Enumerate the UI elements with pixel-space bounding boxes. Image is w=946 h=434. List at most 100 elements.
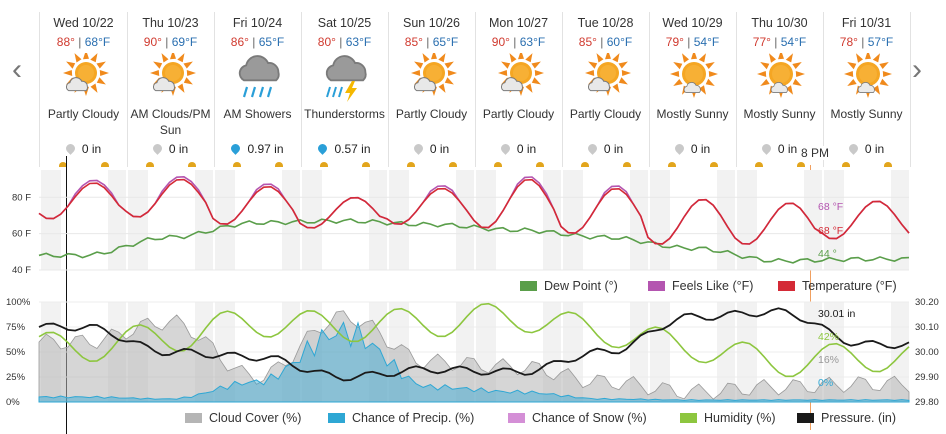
sunrise-icon xyxy=(581,162,589,167)
day-column[interactable]: Thu 10/23 90° | 69°F AM Clouds/PM Sun 0 … xyxy=(127,12,215,167)
high-temp: 80° xyxy=(317,35,336,49)
night-band xyxy=(563,170,583,270)
day-column[interactable]: Mon 10/27 90° | 63°F Partly Cloudy 0 in xyxy=(475,12,563,167)
day-column[interactable]: Tue 10/28 85° | 60°F Partly Cloudy 0 in xyxy=(562,12,650,167)
high-temp: 79° xyxy=(665,35,684,49)
day-date: Thu 10/30 xyxy=(751,16,808,30)
day-date: Thu 10/23 xyxy=(142,16,199,30)
sunset-icon xyxy=(101,162,109,167)
dew-point-line xyxy=(38,218,910,264)
legend-label: Pressure. (in) xyxy=(821,411,897,425)
day-condition: AM Clouds/PM Sun xyxy=(130,107,211,137)
legend-item[interactable]: Cloud Cover (%) xyxy=(185,411,301,425)
night-band xyxy=(389,170,409,270)
sunrise-sunset-markers xyxy=(40,162,127,168)
day-column[interactable]: Wed 10/22 88° | 68°F Partly Cloudy 0 in xyxy=(40,12,128,167)
precip-amount: 0 in xyxy=(777,142,798,156)
percent-tick: 50% xyxy=(6,347,26,358)
legend-item[interactable]: Humidity (%) xyxy=(680,411,776,425)
conditions-chart[interactable]: 100% 30.20 75% 30.10 50% 30.00 25% 29.90 0% 29.80… xyxy=(0,290,946,434)
sunset-icon xyxy=(884,162,892,167)
temp-y-tick: 40 F xyxy=(12,265,31,276)
pressure-tick: 29.80 xyxy=(915,397,939,408)
temp-y-tick: 60 F xyxy=(12,229,31,240)
low-temp: 57°F xyxy=(867,35,894,49)
percent-tick: 0% xyxy=(6,397,20,408)
day-temps: 88° | 68°F xyxy=(56,35,111,49)
legend-item[interactable]: Pressure. (in) xyxy=(797,411,896,425)
high-temp: 90° xyxy=(143,35,162,49)
day-condition: AM Showers xyxy=(223,107,292,121)
precip-amount: 0.97 in xyxy=(247,142,284,156)
temperature-line xyxy=(38,178,910,245)
day-temps: 85° | 60°F xyxy=(578,35,633,49)
day-temps: 77° | 54°F xyxy=(752,35,807,49)
temp-readout-dew_point: 44 ° xyxy=(818,248,837,260)
next-days-button[interactable]: › xyxy=(912,53,922,86)
night-band xyxy=(282,170,300,270)
sunset-icon xyxy=(623,162,631,167)
night-band xyxy=(128,170,148,270)
night-band xyxy=(824,170,844,270)
precip-amount: 0 in xyxy=(864,142,885,156)
day-temps: 90° | 69°F xyxy=(143,35,198,49)
sunrise-sunset-markers xyxy=(649,162,736,168)
percent-tick: 75% xyxy=(6,322,26,333)
day-precip: 0 in xyxy=(475,142,562,156)
partly-cloudy-icon xyxy=(59,53,109,103)
legend-swatch xyxy=(797,413,814,423)
night-band xyxy=(215,170,235,270)
legend-label: Chance of Precip. (%) xyxy=(352,411,475,425)
legend-item[interactable]: Dew Point (°) xyxy=(520,279,618,293)
legend-label: Cloud Cover (%) xyxy=(209,411,302,425)
legend-item[interactable]: Feels Like (°F) xyxy=(648,279,753,293)
night-band xyxy=(456,170,474,270)
precip-amount: 0 in xyxy=(168,142,189,156)
legend-item[interactable]: Chance of Precip. (%) xyxy=(328,411,474,425)
sunrise-icon xyxy=(494,162,502,167)
precip-amount: 0 in xyxy=(516,142,537,156)
night-band xyxy=(630,170,648,270)
day-column[interactable]: Thu 10/30 77° | 54°F Mostly Sunny 0 in xyxy=(736,12,824,167)
day-precip: 0 in xyxy=(40,142,127,156)
sunset-icon xyxy=(797,162,805,167)
previous-days-button[interactable]: ‹ xyxy=(12,53,22,86)
legend-item[interactable]: Chance of Snow (%) xyxy=(508,411,647,425)
day-column[interactable]: Fri 10/31 78° | 57°F Mostly Sunny 0 in xyxy=(823,12,911,167)
day-column[interactable]: Sat 10/25 80° | 63°F Thunderstorms 0.57 … xyxy=(301,12,389,167)
low-temp: 63°F xyxy=(345,35,372,49)
night-band xyxy=(476,170,496,270)
showers-icon xyxy=(233,53,283,103)
daily-forecast-strip: Wed 10/22 88° | 68°F Partly Cloudy 0 in … xyxy=(39,12,911,167)
low-temp: 60°F xyxy=(606,35,633,49)
readout-cloud: 16% xyxy=(818,354,839,366)
sunrise-icon xyxy=(146,162,154,167)
day-condition: Mostly Sunny xyxy=(830,107,903,121)
thunderstorm-icon xyxy=(320,53,370,103)
day-column[interactable]: Wed 10/29 79° | 54°F Mostly Sunny 0 in xyxy=(649,12,737,167)
day-date: Wed 10/29 xyxy=(662,16,723,30)
temperature-chart[interactable]: 80 F 60 F 40 F 68 °F 68 °F 44 ° xyxy=(0,170,946,282)
legend-swatch xyxy=(778,281,795,291)
legend-item[interactable]: Temperature (°F) xyxy=(778,279,897,293)
day-column[interactable]: Fri 10/24 86° | 65°F AM Showers 0.97 in xyxy=(214,12,302,167)
high-temp: 88° xyxy=(56,35,75,49)
sunrise-icon xyxy=(755,162,763,167)
night-band xyxy=(804,170,822,270)
day-precip: 0.97 in xyxy=(214,142,301,156)
low-temp: 69°F xyxy=(171,35,198,49)
day-column[interactable]: Sun 10/26 85° | 65°F Partly Cloudy 0 in xyxy=(388,12,476,167)
raindrop-icon xyxy=(759,142,773,155)
low-temp: 54°F xyxy=(693,35,720,49)
sunset-icon xyxy=(362,162,370,167)
raindrop-icon xyxy=(411,142,425,155)
raindrop-icon xyxy=(672,142,686,155)
partly-cloudy-icon xyxy=(146,53,196,103)
legend-label: Temperature (°F) xyxy=(802,279,897,293)
day-condition: Partly Cloudy xyxy=(47,107,120,121)
day-precip: 0 in xyxy=(562,142,649,156)
percent-tick: 100% xyxy=(6,297,31,308)
raindrop-icon xyxy=(846,142,860,155)
day-condition: Thunderstorms xyxy=(304,107,385,121)
day-date: Fri 10/24 xyxy=(232,16,283,30)
